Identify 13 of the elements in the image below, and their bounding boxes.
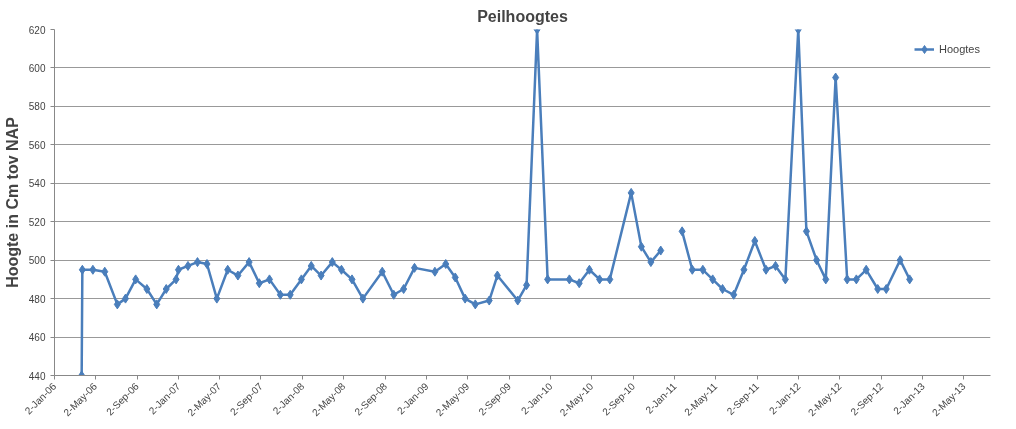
y-tick-label: 560	[28, 139, 46, 151]
y-tick-label: 440	[28, 370, 46, 382]
y-axis-title: Hoogte in Cm tov NAP	[3, 116, 21, 288]
y-tick-label: 460	[28, 332, 46, 344]
y-tick-label: 540	[28, 178, 46, 190]
y-tick-label: 520	[28, 216, 46, 228]
chart-title: Peilhoogtes	[477, 7, 568, 25]
y-tick-label: 500	[28, 255, 46, 267]
y-tick-label: 600	[28, 62, 46, 74]
y-tick-label: 580	[28, 101, 46, 113]
y-tick-label: 480	[28, 293, 46, 305]
y-tick-label: 620	[28, 24, 46, 36]
legend-label: Hoogtes	[939, 43, 980, 55]
